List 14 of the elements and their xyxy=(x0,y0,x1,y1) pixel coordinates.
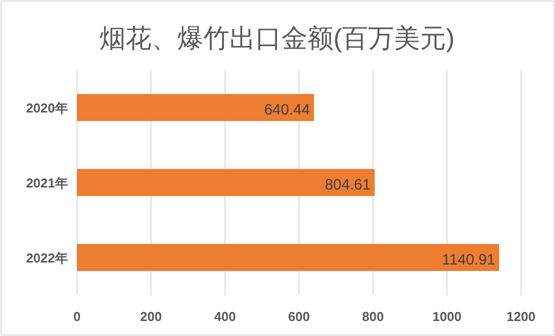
xtick: 200 xyxy=(140,309,162,324)
data-label: 1140.91 xyxy=(442,252,496,268)
title: 烟花、爆竹出口金额(百万美元) xyxy=(99,23,455,53)
data-label: 640.44 xyxy=(264,102,310,118)
xtick: 600 xyxy=(288,309,310,324)
xtick: 400 xyxy=(214,309,236,324)
xtick: 1200 xyxy=(506,309,536,324)
data-label: 804.61 xyxy=(324,176,371,194)
xtick: 0 xyxy=(73,309,81,324)
ytick: 2022年 xyxy=(26,250,68,266)
ytick: 2020年 xyxy=(26,100,68,116)
xtick: 1000 xyxy=(432,309,462,324)
ytick: 2021年 xyxy=(26,176,68,190)
xtick: 800 xyxy=(362,309,384,324)
